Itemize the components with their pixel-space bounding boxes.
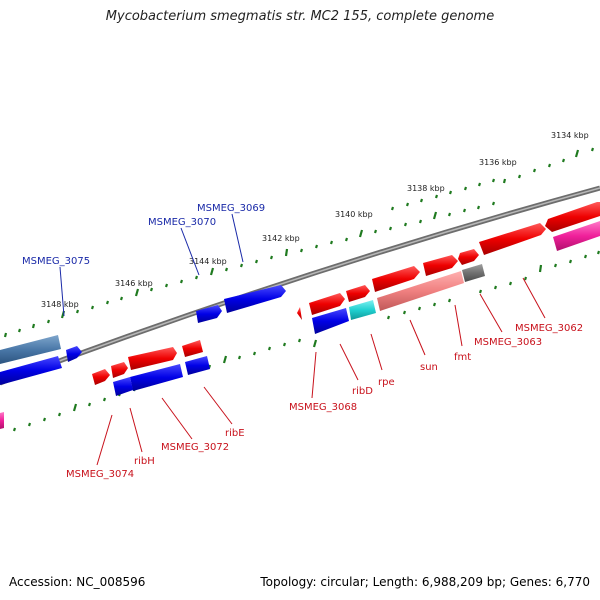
gene-msmeg-3070[interactable] <box>196 305 222 323</box>
accession-label: Accession: NC_008596 <box>9 575 146 589</box>
label-ribe[interactable]: ribE <box>225 428 245 439</box>
scale-label-3134: 3134 kbp <box>551 131 589 140</box>
scale-label-3140: 3140 kbp <box>335 210 373 219</box>
gene-msmeg-3062[interactable] <box>545 202 600 232</box>
label-msmeg-3068[interactable]: MSMEG_3068 <box>289 402 357 413</box>
gene-msmeg-3069[interactable] <box>224 285 286 313</box>
gene-left-pink[interactable] <box>0 412 4 429</box>
gene-msmeg-3063[interactable] <box>479 223 546 255</box>
gene-left-rev[interactable] <box>0 356 62 385</box>
label-ribd[interactable]: ribD <box>352 386 373 397</box>
gene-fmt-fwd[interactable] <box>458 249 479 265</box>
gene-rpe-fwd[interactable] <box>372 266 420 292</box>
gene-ribd-fwd[interactable] <box>346 285 370 302</box>
label-msmeg-3075[interactable]: MSMEG_3075 <box>22 256 90 267</box>
forward-strand-genes <box>0 202 600 385</box>
label-msmeg-3072[interactable]: MSMEG_3072 <box>161 442 229 453</box>
label-rpe[interactable]: rpe <box>378 377 395 388</box>
gene-ribd[interactable] <box>312 308 349 334</box>
scale-label-3144: 3144 kbp <box>189 257 227 266</box>
label-leaders <box>59 213 546 466</box>
label-msmeg-3069[interactable]: MSMEG_3069 <box>197 203 265 214</box>
gene-msmeg-3075[interactable] <box>0 335 61 364</box>
outer-tick-track <box>3 147 595 338</box>
gene-rpe[interactable] <box>349 300 376 320</box>
gene-msmeg-3074-fwd[interactable] <box>92 369 110 385</box>
gene-sun-fwd[interactable] <box>423 255 458 276</box>
reverse-strand-genes <box>0 221 600 429</box>
gene-msmeg-3072[interactable] <box>130 364 183 391</box>
genome-summary: Topology: circular; Length: 6,988,209 bp… <box>260 575 590 589</box>
gene-sun[interactable] <box>377 271 464 311</box>
gene-msmeg-3062-rev[interactable] <box>553 221 600 251</box>
gene-ribe[interactable] <box>185 356 210 375</box>
genome-backbone <box>0 185 600 386</box>
scale-label-3136: 3136 kbp <box>479 158 517 167</box>
gene-ribh-fwd[interactable] <box>111 362 128 378</box>
scale-label-3146: 3146 kbp <box>115 279 153 288</box>
label-msmeg-3070[interactable]: MSMEG_3070 <box>148 217 216 228</box>
gene-msmeg-3072-fwd[interactable] <box>128 347 177 370</box>
gene-fmt[interactable] <box>462 264 485 282</box>
label-msmeg-3062[interactable]: MSMEG_3062 <box>515 323 583 334</box>
label-ribh[interactable]: ribH <box>134 456 155 467</box>
gene-msmeg-3075-tip[interactable] <box>66 346 82 362</box>
gene-ribe-fwd[interactable] <box>182 340 203 357</box>
scale-label-3142: 3142 kbp <box>262 234 300 243</box>
gene-small-arrow[interactable] <box>297 307 302 320</box>
scale-label-3148: 3148 kbp <box>41 300 79 309</box>
label-msmeg-3063[interactable]: MSMEG_3063 <box>474 337 542 348</box>
scale-label-3138: 3138 kbp <box>407 184 445 193</box>
genome-backbone-highlight <box>0 187 600 384</box>
gene-msmeg-3068-fwd[interactable] <box>309 293 345 315</box>
label-fmt[interactable]: fmt <box>454 352 471 363</box>
label-sun[interactable]: sun <box>420 362 438 373</box>
map-title: Mycobacterium smegmatis str. MC2 155, co… <box>105 9 495 24</box>
gene-ribh[interactable] <box>113 377 133 396</box>
label-msmeg-3074[interactable]: MSMEG_3074 <box>66 469 134 480</box>
